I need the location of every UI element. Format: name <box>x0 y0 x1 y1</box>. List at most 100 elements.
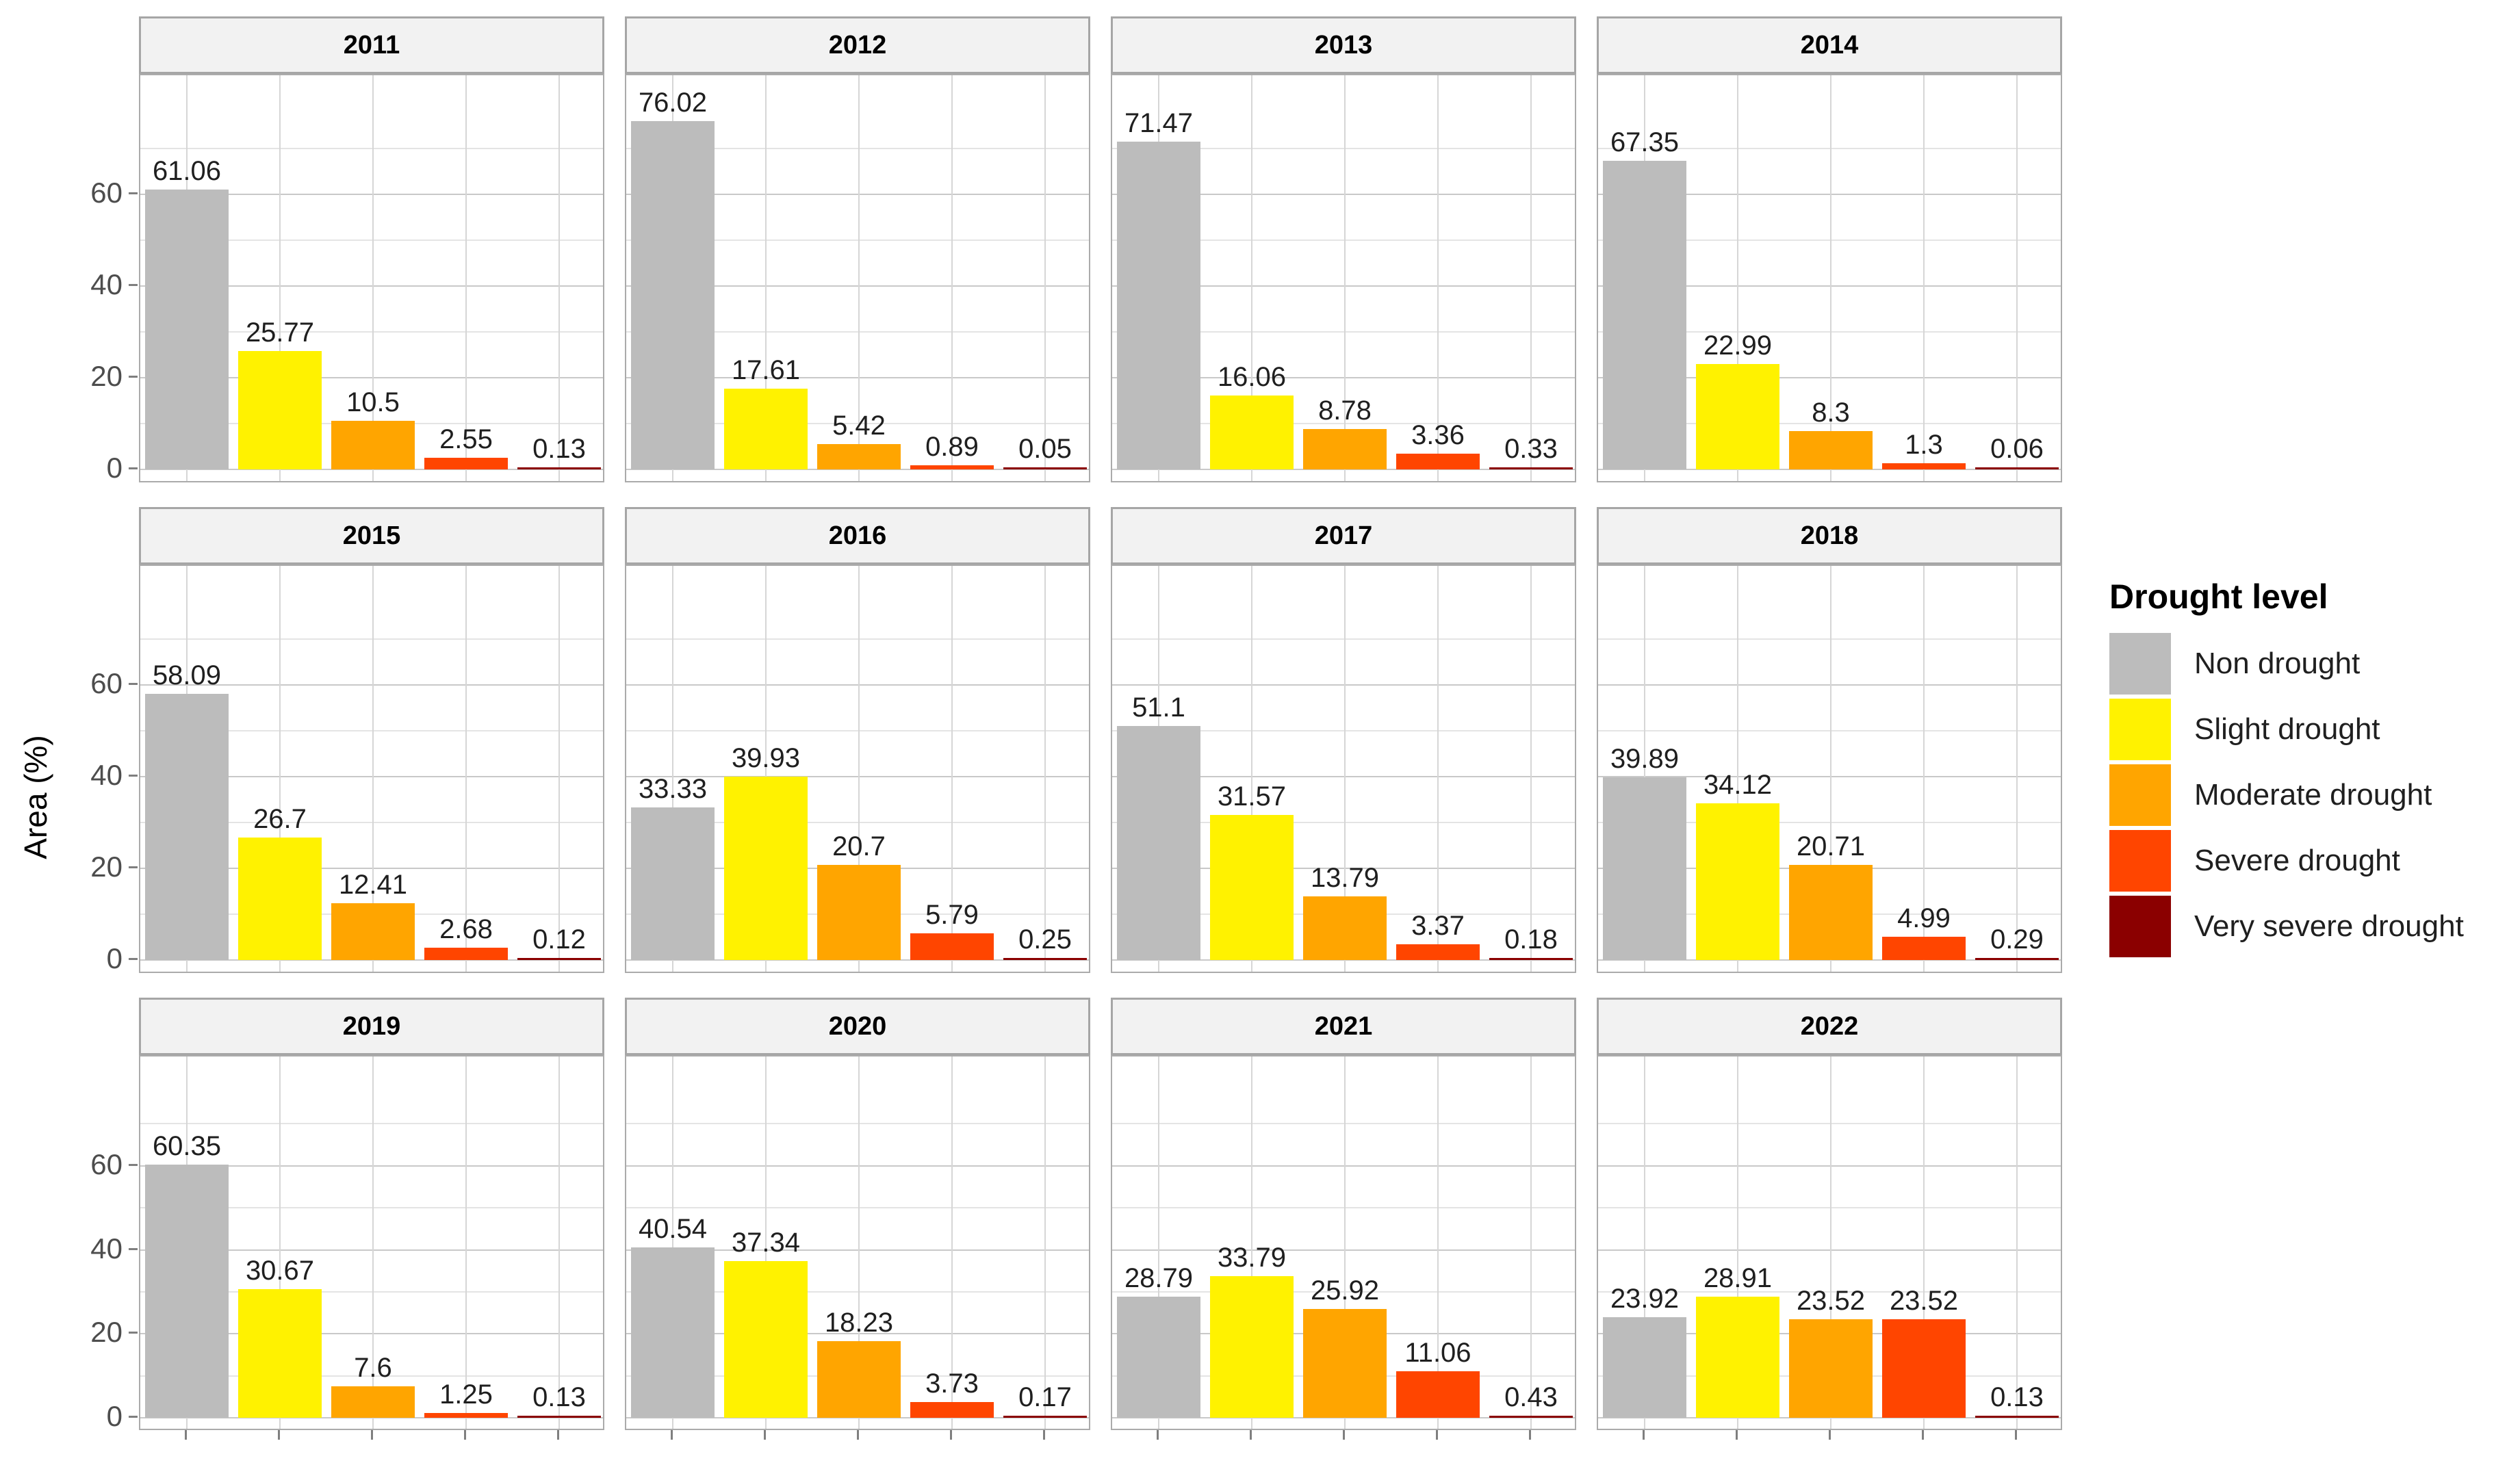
bar-value-label: 8.3 <box>1812 398 1850 428</box>
x-tick-mark <box>764 1430 766 1440</box>
legend-item-label: Slight drought <box>2194 712 2380 746</box>
facet-2014: 2014 67.35 22.99 8.3 1.3 0.06 <box>1597 16 2062 482</box>
gridline-v-major <box>672 566 673 972</box>
bar-value-label: 0.13 <box>532 1382 586 1413</box>
bar-value-label: 0.13 <box>1990 1382 2044 1413</box>
bar-severe-drought <box>910 465 994 469</box>
bar-severe-drought <box>424 947 508 960</box>
bar-very-severe-drought <box>1975 957 2059 960</box>
gridline-h-major <box>626 775 1089 777</box>
gridline-v-major <box>672 1056 673 1429</box>
x-tick-mark <box>1643 1430 1645 1440</box>
bar-severe-drought <box>910 933 994 960</box>
gridline-h-major <box>1112 1165 1575 1167</box>
bar-moderate-drought <box>331 903 415 960</box>
bar-value-label: 25.77 <box>245 317 315 348</box>
gridline-h-minor <box>626 1123 1089 1125</box>
y-tick-label: 60 <box>90 1148 123 1180</box>
gridline-h-major <box>1112 684 1575 686</box>
gridline-v-major <box>1437 1056 1439 1429</box>
gridline-v-major <box>1530 566 1532 972</box>
gridline-v-major <box>765 1056 767 1429</box>
panel-2015: 58.09 26.7 12.41 2.68 0.12 <box>139 565 604 973</box>
gridline-v-major <box>1044 75 1046 481</box>
gridline-h-minor <box>140 1123 603 1125</box>
gridline-v-major <box>279 75 281 481</box>
bar-severe-drought <box>1882 463 1966 469</box>
bar-value-label: 28.79 <box>1124 1263 1194 1294</box>
y-tick-label: 60 <box>90 177 123 209</box>
bar-very-severe-drought <box>517 1416 601 1418</box>
gridline-h-major <box>626 194 1089 195</box>
facet-2015: 2015 58.09 26.7 12.41 2.68 0.12 0 20 40 60 <box>90 507 604 974</box>
bar-non-drought <box>1117 142 1200 469</box>
bar-severe-drought <box>1396 454 1480 469</box>
gridline-v-major <box>1737 75 1738 481</box>
gridline-v-major <box>1437 75 1439 481</box>
bar-value-label: 3.37 <box>1411 911 1465 942</box>
bar-moderate-drought <box>1789 1319 1873 1418</box>
y-tick-mark <box>129 467 138 469</box>
x-tick-mark <box>278 1430 280 1440</box>
bar-very-severe-drought <box>1975 1416 2059 1418</box>
bar-non-drought <box>1117 1297 1200 1418</box>
y-tick-mark <box>129 192 138 194</box>
legend-swatch-very-severe-drought <box>2109 896 2171 957</box>
bar-value-label: 4.99 <box>1897 903 1951 934</box>
bar-value-label: 0.17 <box>1018 1382 1072 1413</box>
bar-value-label: 17.61 <box>731 354 801 385</box>
legend-item-label: Non drought <box>2194 647 2361 680</box>
x-tick-mark <box>671 1430 673 1440</box>
gridline-h-minor <box>1598 1207 2061 1209</box>
y-tick-mark <box>129 1332 138 1334</box>
gridline-v-major <box>1437 566 1439 972</box>
bar-slight-drought <box>724 1260 808 1418</box>
gridline-h-minor <box>140 821 603 823</box>
bar-moderate-drought <box>331 1386 415 1418</box>
gridline-h-minor <box>140 330 603 333</box>
bar-non-drought <box>1117 725 1200 960</box>
bar-value-label: 3.36 <box>1411 420 1465 451</box>
x-tick-mark <box>371 1430 373 1440</box>
facet-2017: 2017 51.1 31.57 13.79 3.37 0.18 <box>1111 507 1576 973</box>
bar-severe-drought <box>910 1402 994 1418</box>
panel-2012: 76.02 17.61 5.42 0.89 0.05 <box>625 74 1090 482</box>
bar-value-label: 0.25 <box>1018 924 1072 955</box>
gridline-h-minor <box>140 1291 603 1293</box>
x-tick-mark <box>1043 1430 1045 1440</box>
gridline-h-major <box>1112 867 1575 869</box>
facet-title: 2020 <box>625 998 1090 1055</box>
gridline-h-minor <box>140 638 603 640</box>
y-tick-mark <box>129 1247 138 1250</box>
y-tick-mark <box>129 1163 138 1166</box>
gridline-h-minor <box>1598 422 2061 424</box>
bar-non-drought <box>145 189 229 469</box>
bar-value-label: 23.52 <box>1889 1285 1959 1316</box>
bar-slight-drought <box>1696 363 1779 469</box>
gridline-h-minor <box>1112 1291 1575 1293</box>
gridline-h-minor <box>140 148 603 150</box>
bar-slight-drought <box>724 388 808 469</box>
gridline-v-major <box>1251 566 1252 972</box>
bar-value-label: 30.67 <box>245 1255 315 1286</box>
bar-value-label: 2.68 <box>439 913 493 944</box>
x-tick-mark <box>464 1430 466 1440</box>
facet-2019: 2019 60.35 30.67 7.6 1.25 0.13 0 20 40 60 <box>90 998 604 1440</box>
gridline-h-minor <box>1112 1207 1575 1209</box>
bar-value-label: 16.06 <box>1217 362 1287 393</box>
bar-very-severe-drought <box>1975 467 2059 469</box>
legend-swatch-non-drought <box>2109 633 2171 695</box>
y-tick-mark <box>129 375 138 378</box>
bar-value-label: 51.1 <box>1132 692 1185 723</box>
facet-title: 2016 <box>625 507 1090 565</box>
bar-moderate-drought <box>817 1341 901 1418</box>
bar-very-severe-drought <box>1489 1416 1573 1418</box>
panel-2018: 39.89 34.12 20.71 4.99 0.29 <box>1597 565 2062 973</box>
gridline-h-major <box>1112 1417 1575 1419</box>
bar-very-severe-drought <box>1489 957 1573 960</box>
bar-value-label: 22.99 <box>1703 330 1773 361</box>
facet-title: 2022 <box>1597 998 2062 1055</box>
bar-very-severe-drought <box>517 467 601 469</box>
panel-2017: 51.1 31.57 13.79 3.37 0.18 <box>1111 565 1576 973</box>
gridline-h-minor <box>626 821 1089 823</box>
